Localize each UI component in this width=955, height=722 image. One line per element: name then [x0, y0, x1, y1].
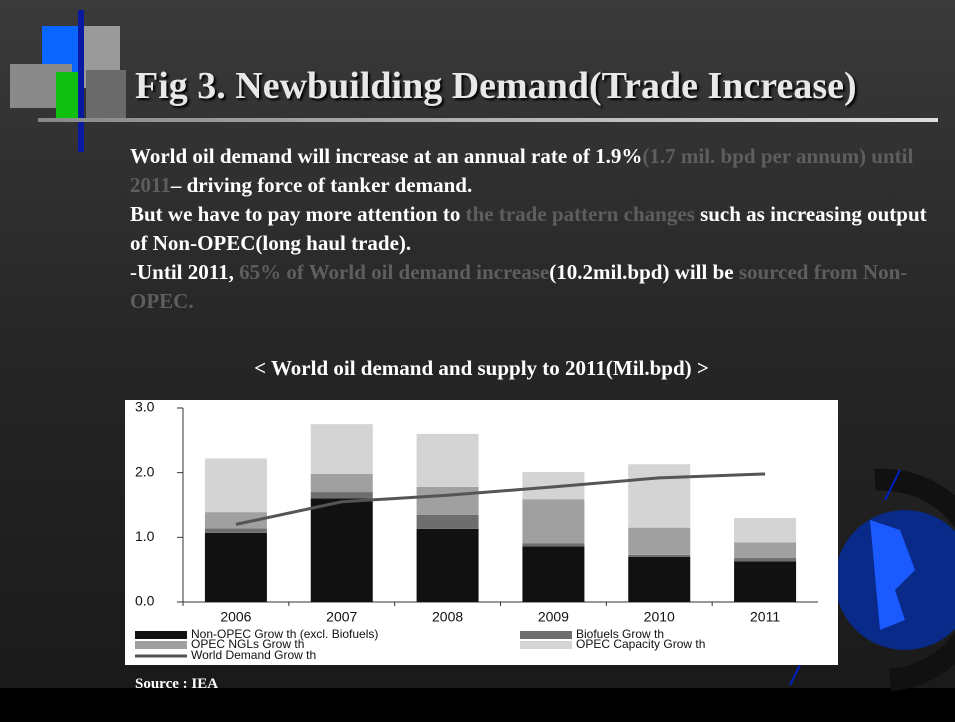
chart: 0.0 1.0 2.0 3.0 2006 2007 2008 2009 2010 2011 Non-…: [125, 400, 838, 665]
paragraph: World oil demand will increase at an ann…: [130, 142, 930, 200]
legend-label: World Demand Grow th: [191, 648, 316, 662]
legend-swatch: [520, 631, 572, 639]
bar-segment: [734, 517, 797, 543]
y-tick-label: 3.0: [135, 400, 155, 415]
text-run: sourced from Non-OPEC.: [130, 260, 908, 313]
chart-heading: < World oil demand and supply to 2011(Mi…: [254, 356, 709, 380]
bar-segment: [310, 424, 373, 474]
bar-segment: [416, 486, 479, 515]
bar-segment: [628, 527, 691, 555]
bar-segment: [522, 543, 585, 547]
source: Source : IEA: [135, 676, 219, 692]
bar-segment: [734, 561, 797, 602]
y-tick-label: 2.0: [135, 463, 155, 479]
text-run: such as increasing output of Non-OPEC(lo…: [130, 202, 927, 255]
bar-segment: [416, 528, 479, 602]
y-tick-label: 0.0: [135, 593, 155, 609]
paragraph: -Until 2011, 65% of World oil demand inc…: [130, 258, 930, 316]
x-tick-label: 2011: [750, 609, 780, 625]
text-run: the trade pattern changes: [465, 202, 695, 226]
bar-segment: [204, 528, 267, 533]
bar-segment: [416, 514, 479, 529]
x-tick-label: 2010: [644, 609, 675, 625]
text-run: – driving force of tanker demand.: [170, 173, 473, 197]
bar-segment: [522, 546, 585, 602]
legend-label: Non-OPEC Grow th (excl. Biofuels): [191, 627, 378, 641]
bar-segment: [628, 464, 691, 528]
bar-segment: [310, 498, 373, 602]
text-run: But we have to pay more attention to: [130, 202, 466, 226]
bar-segment: [204, 532, 267, 602]
legend-label: OPEC NGLs Grow th: [191, 637, 304, 651]
x-tick-label: 2009: [538, 609, 569, 625]
bar-segment: [310, 473, 373, 493]
bar-segment: [734, 542, 797, 559]
bar-segment: [734, 558, 797, 562]
legend-swatch: [135, 641, 187, 649]
paragraph: But we have to pay more attention to the…: [130, 200, 930, 258]
bar-segment: [204, 458, 267, 513]
bar-segment: [522, 499, 585, 544]
line-series: [235, 472, 766, 526]
text-run: (1.7 mil. bpd per annum) until 2011: [130, 144, 914, 197]
legend-label: OPEC Capacity Grow th: [576, 637, 705, 651]
text-run: (10.2mil.bpd) will be: [549, 260, 734, 284]
text-run: -Until 2011,: [130, 260, 240, 284]
legend-swatch: [135, 631, 187, 639]
legend-label: Biofuels Grow th: [576, 627, 664, 641]
bar-segment: [416, 433, 479, 487]
bar-segment: [628, 554, 691, 557]
body-text: World oil demand will increase at an ann…: [130, 142, 930, 316]
y-tick-label: 1.0: [135, 528, 155, 544]
x-tick-label: 2007: [326, 609, 357, 625]
bar-segment: [628, 556, 691, 602]
slide-title: Fig 3. Newbuilding Demand(Trade Increase…: [135, 65, 857, 107]
x-tick-label: 2006: [220, 609, 251, 625]
legend-swatch: [520, 641, 572, 649]
text-run: World oil demand will increase at an ann…: [130, 144, 643, 168]
x-tick-label: 2008: [432, 609, 463, 625]
bar-segment: [310, 492, 373, 499]
bar-segment: [204, 512, 267, 529]
text-run: 65% of World oil demand increase: [239, 260, 550, 284]
title-bar: [38, 118, 938, 122]
